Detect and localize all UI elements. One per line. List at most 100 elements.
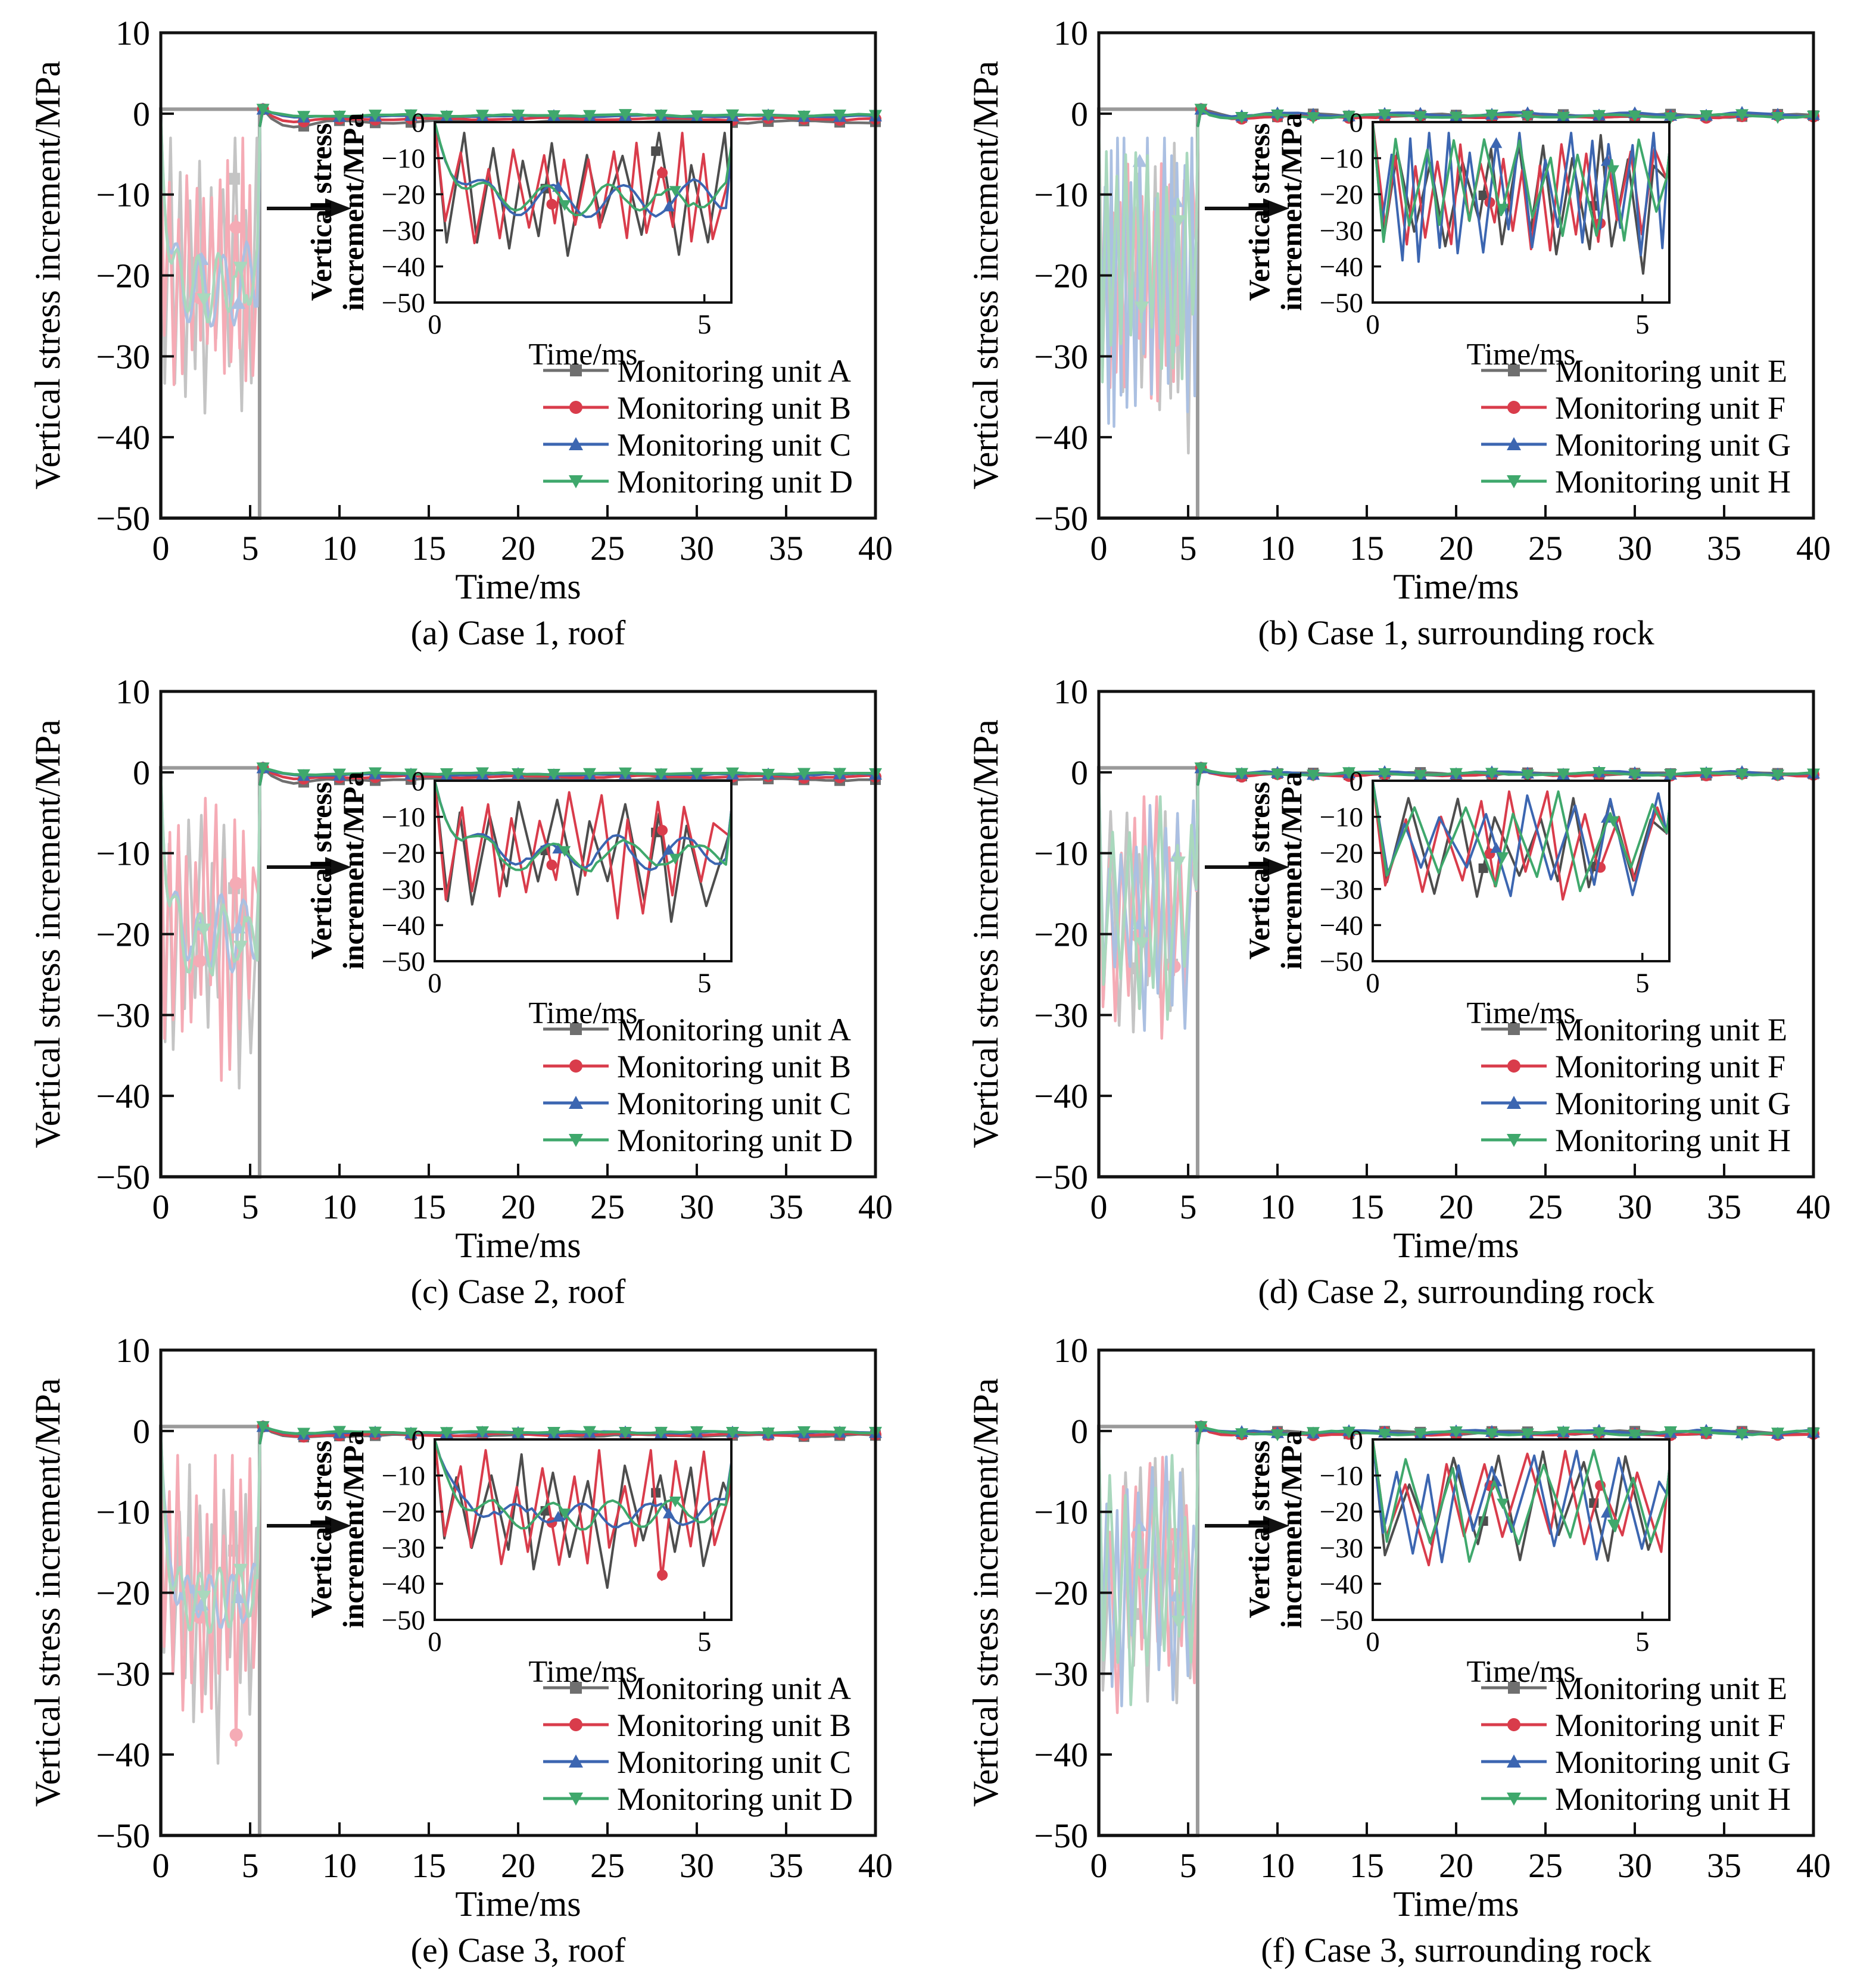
panel-f: 100−10−20−30−40−500 5 10 15 20 25 30 35 40Vertic… xyxy=(966,1331,1831,1969)
axis-ticks xyxy=(1098,690,1815,1178)
svg-text:−30: −30 xyxy=(1034,996,1088,1034)
svg-text:30: 30 xyxy=(680,529,714,568)
svg-text:0: 0 xyxy=(152,1846,170,1885)
inset-x-label: Time/ms xyxy=(1466,1655,1575,1689)
residual-curves xyxy=(256,102,882,132)
tri-down-marker-icon xyxy=(1135,301,1149,315)
legend-label: Monitoring unit H xyxy=(1555,464,1791,500)
svg-text:−20: −20 xyxy=(1034,915,1088,954)
x-axis-label: Time/ms xyxy=(1393,1884,1519,1924)
tri-down-marker-icon xyxy=(559,846,571,857)
tri-down-marker-icon xyxy=(1414,1428,1427,1441)
blast-phase-curves xyxy=(1097,112,1199,455)
tri-down-marker-icon xyxy=(762,1428,775,1440)
svg-text:−50: −50 xyxy=(1319,288,1363,319)
svg-text:5: 5 xyxy=(242,1188,259,1226)
svg-text:10: 10 xyxy=(322,1188,357,1226)
tri-down-marker-icon xyxy=(1235,111,1248,124)
tri-down-marker-icon xyxy=(1521,110,1534,123)
legend-item-monitoring-unit-b: Monitoring unit B xyxy=(543,1049,851,1084)
tri-down-marker-icon xyxy=(690,1426,703,1438)
tri-down-marker-icon xyxy=(1628,769,1641,781)
svg-text:−40: −40 xyxy=(96,1077,150,1115)
tri-down-marker-icon xyxy=(559,1509,571,1520)
svg-text:−50: −50 xyxy=(381,288,425,319)
tri-down-legend-marker-icon xyxy=(569,475,583,488)
tri-down-marker-icon xyxy=(1271,109,1284,121)
svg-text:35: 35 xyxy=(769,529,803,568)
inset-series-4 xyxy=(1373,122,1669,243)
inset-box xyxy=(1372,121,1671,304)
inset-y-label-line2: increment/MPa xyxy=(336,1430,370,1628)
svg-text:10: 10 xyxy=(1054,14,1088,52)
circle-legend-marker-icon xyxy=(569,1059,582,1073)
legend-item-monitoring-unit-g: Monitoring unit G xyxy=(1481,1744,1791,1780)
inset-series-4 xyxy=(435,122,731,216)
svg-text:−50: −50 xyxy=(96,499,150,538)
legend-item-monitoring-unit-f: Monitoring unit F xyxy=(1481,390,1785,426)
svg-text:−10: −10 xyxy=(1319,1461,1363,1492)
circle-marker-icon xyxy=(193,954,207,968)
svg-text:10: 10 xyxy=(1260,1846,1295,1885)
svg-text:25: 25 xyxy=(1528,529,1563,568)
svg-text:−40: −40 xyxy=(381,1569,425,1600)
tri-down-marker-icon xyxy=(669,853,681,865)
series-post-4 xyxy=(1196,766,1815,786)
tri-down-marker-icon xyxy=(1307,769,1320,782)
tri-down-marker-icon xyxy=(1307,1427,1320,1439)
tri-down-marker-icon xyxy=(1700,1427,1713,1439)
tri-down-marker-icon xyxy=(1342,111,1355,123)
panel-b: 100−10−20−30−40−500 5 10 15 20 25 30 35 40Vertic… xyxy=(966,14,1831,652)
svg-text:15: 15 xyxy=(1350,529,1384,568)
inset-series-4 xyxy=(1373,781,1669,893)
svg-text:−30: −30 xyxy=(1034,337,1088,376)
tri-down-marker-icon xyxy=(559,200,571,211)
series-pre-3 xyxy=(159,1429,261,1629)
tri-down-marker-icon xyxy=(1771,769,1784,782)
series-post-2 xyxy=(258,766,877,786)
legend-label: Monitoring unit G xyxy=(1555,1086,1791,1121)
inset-y-label-line2: increment/MPa xyxy=(336,113,370,311)
series-post-4 xyxy=(258,108,877,127)
legend-item-monitoring-unit-e: Monitoring unit E xyxy=(1481,353,1787,389)
svg-text:20: 20 xyxy=(1439,1846,1473,1885)
tri-down-marker-icon xyxy=(619,1426,632,1439)
inset-box xyxy=(434,780,733,962)
svg-text:5: 5 xyxy=(1180,1188,1197,1226)
tri-down-marker-icon xyxy=(369,1426,382,1439)
tri-down-marker-icon xyxy=(1664,112,1677,124)
svg-text:10: 10 xyxy=(116,14,150,52)
x-tick-labels: 0 5 10 15 20 25 30 35 40 xyxy=(1090,1188,1831,1226)
tri-down-marker-icon xyxy=(256,104,270,116)
tri-down-marker-icon xyxy=(1735,768,1749,781)
series-post-2 xyxy=(258,1425,877,1445)
svg-text:30: 30 xyxy=(1618,529,1652,568)
tri-down-marker-icon xyxy=(1485,110,1498,122)
tri-down-marker-icon xyxy=(1557,768,1570,781)
square-marker-icon xyxy=(651,146,661,156)
svg-text:−30: −30 xyxy=(1319,216,1363,247)
svg-text:5: 5 xyxy=(242,529,259,568)
svg-text:15: 15 xyxy=(412,1846,446,1885)
svg-text:0: 0 xyxy=(133,753,150,792)
legend-item-monitoring-unit-c: Monitoring unit C xyxy=(543,1744,851,1780)
legend-item-monitoring-unit-a: Monitoring unit A xyxy=(543,1012,851,1048)
tri-down-marker-icon xyxy=(1194,104,1208,116)
svg-text:30: 30 xyxy=(680,1188,714,1226)
tri-down-marker-icon xyxy=(797,1426,811,1438)
tri-down-marker-icon xyxy=(1735,109,1749,121)
tri-down-marker-icon xyxy=(1450,768,1463,780)
svg-text:0: 0 xyxy=(133,1412,150,1451)
inset-y-label-line2: increment/MPa xyxy=(1274,1430,1308,1628)
legend-label: Monitoring unit H xyxy=(1555,1781,1791,1817)
tri-up-marker-icon xyxy=(1600,155,1613,166)
series-pre-4 xyxy=(159,1429,261,1634)
svg-text:20: 20 xyxy=(501,1188,535,1226)
zoom-arrow-icon xyxy=(1205,1516,1289,1536)
tri-down-marker-icon xyxy=(1664,1426,1677,1439)
svg-text:5: 5 xyxy=(697,968,712,999)
tri-down-marker-icon xyxy=(476,1426,489,1439)
